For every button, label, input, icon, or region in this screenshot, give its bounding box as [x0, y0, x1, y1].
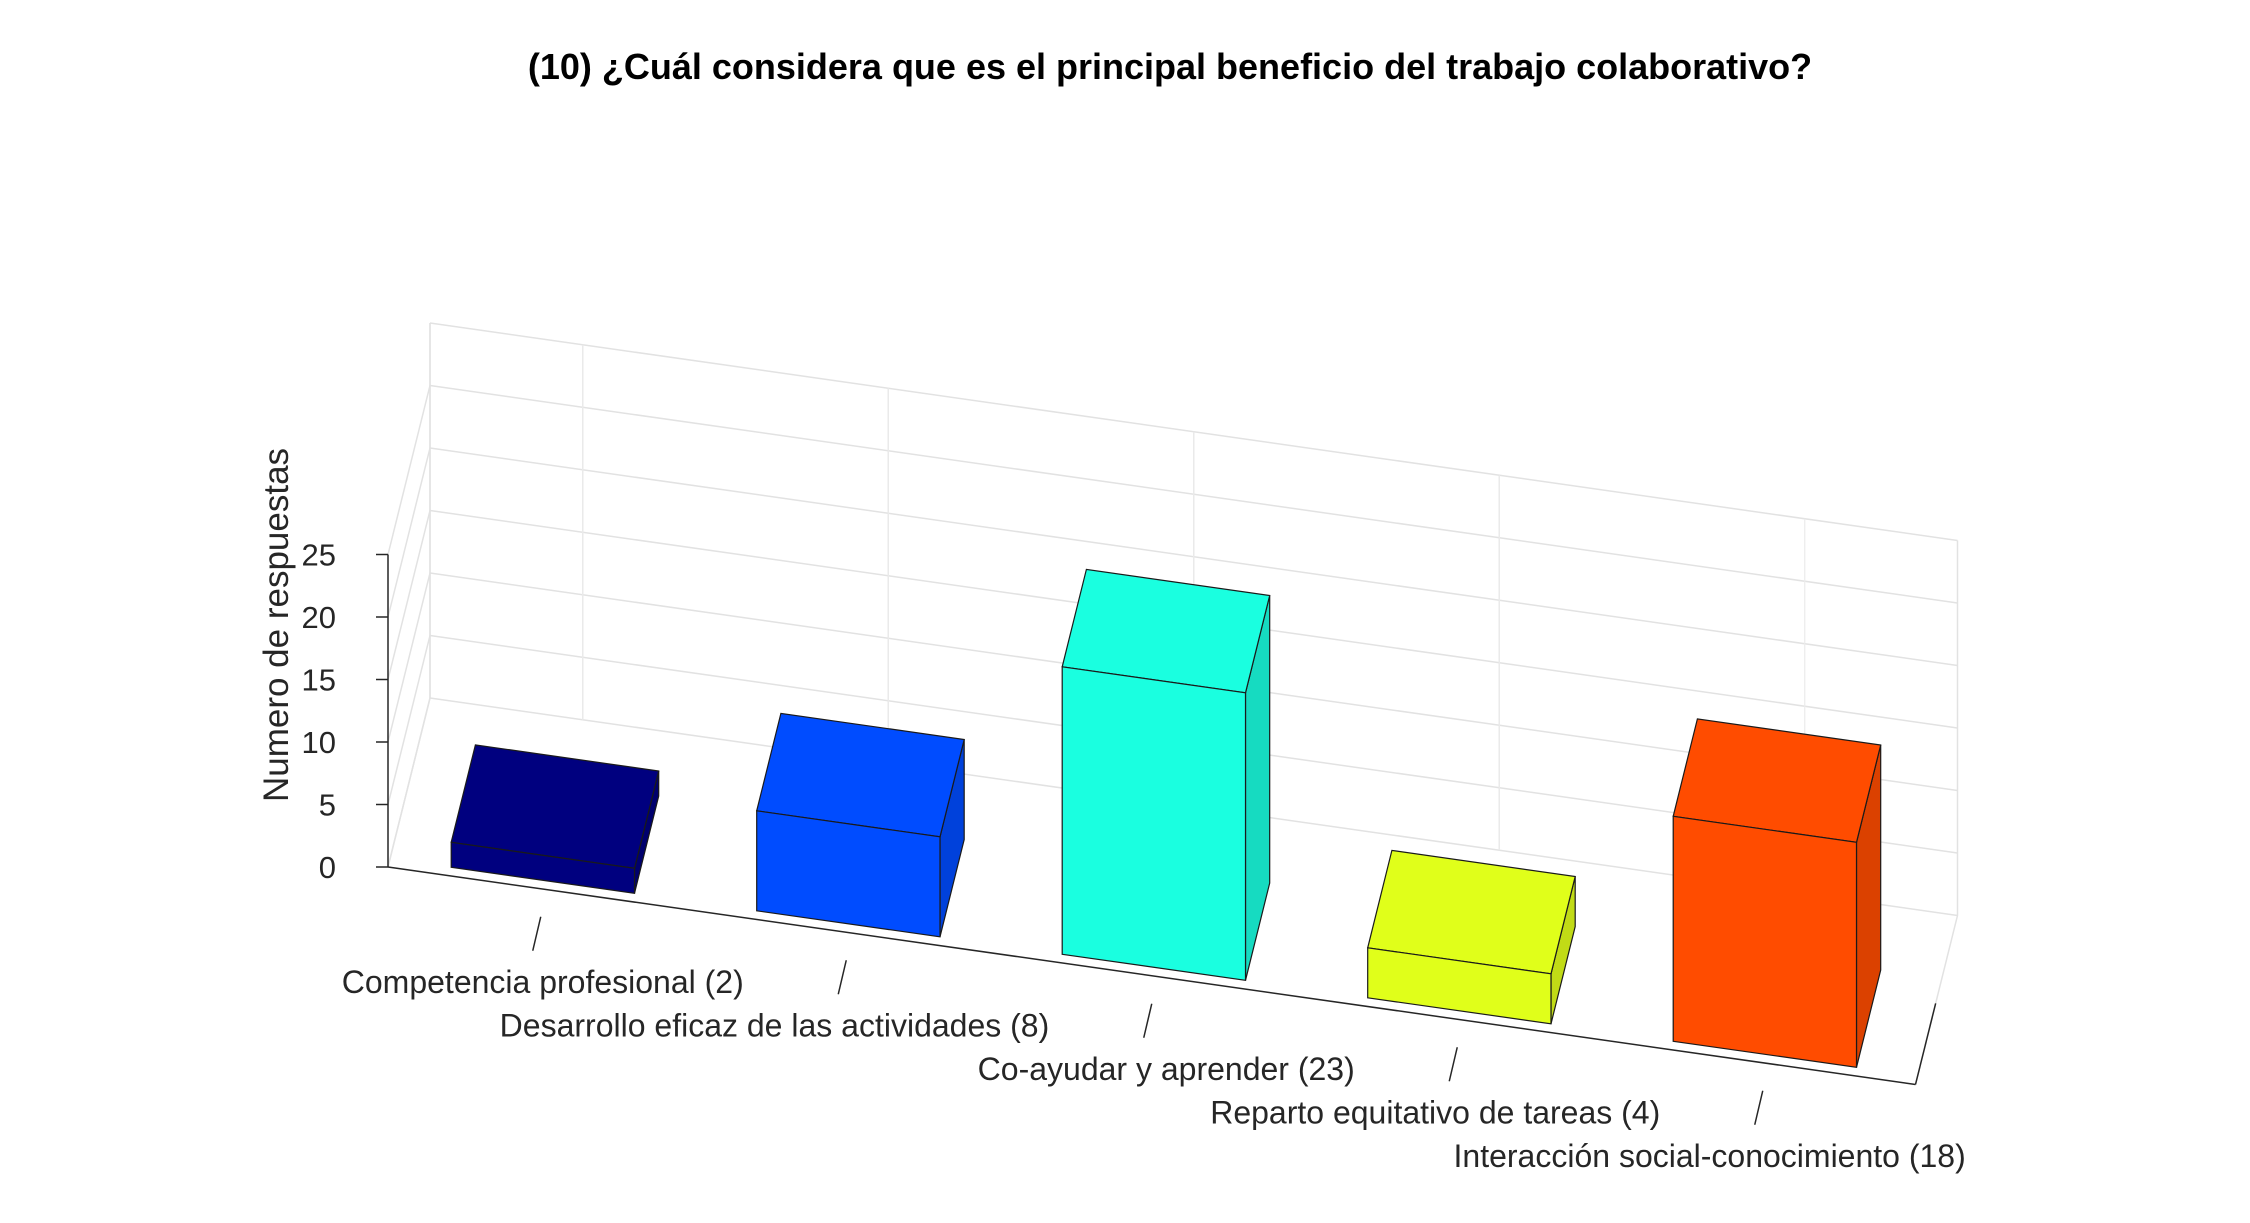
- y-tick-label: 25: [302, 538, 336, 573]
- x-tick-label: Competencia profesional (2): [342, 964, 744, 1000]
- x-tick: [1143, 1003, 1153, 1038]
- bar-front-face: [756, 810, 941, 938]
- y-tick-label: 0: [319, 850, 336, 885]
- axis-labels: Competencia profesional (2) Desarrollo ef…: [342, 964, 1966, 1174]
- bar-front-face: [450, 841, 636, 894]
- x-tick-label: Interacción social-conocimiento (18): [1454, 1138, 1966, 1174]
- x-tick: [532, 916, 542, 951]
- x-tick: [837, 960, 847, 995]
- x-tick-label: Co-ayudar y aprender (23): [978, 1051, 1355, 1087]
- side-gridline: [387, 510, 431, 680]
- y-tick-label: 15: [302, 663, 336, 698]
- depth-axis-line: [1914, 1003, 1937, 1085]
- y-tick-label: 20: [302, 600, 336, 635]
- x-tick: [1754, 1090, 1764, 1125]
- x-axis-line: [387, 866, 1916, 1086]
- bar-front-face: [1367, 947, 1552, 1025]
- bars: [450, 568, 1882, 1068]
- x-tick: [1448, 1047, 1458, 1082]
- y-tick-label: 10: [302, 725, 336, 760]
- side-wall-edge: [387, 323, 431, 868]
- y-axis-label: Numero de respuestas: [257, 448, 296, 802]
- bar-front-face: [1672, 815, 1858, 1068]
- bar: [1366, 849, 1576, 1025]
- bar: [450, 744, 660, 894]
- side-gridline: [387, 385, 431, 555]
- bar: [755, 712, 965, 938]
- bar: [1672, 718, 1882, 1068]
- x-tick-label: Desarrollo eficaz de las actividades (8): [500, 1007, 1050, 1043]
- axes: 0 5 10 15 20 25: [302, 538, 1937, 1125]
- bar: [1061, 568, 1271, 981]
- side-gridline: [387, 447, 431, 618]
- y-tick-label: 5: [319, 788, 336, 823]
- side-gridline: [387, 572, 431, 743]
- chart-title: (10) ¿Cuál considera que es el principal…: [528, 46, 1812, 87]
- side-gridline: [387, 635, 431, 805]
- x-tick-label: Reparto equitativo de tareas (4): [1210, 1094, 1660, 1130]
- bar-front-face: [1061, 666, 1247, 981]
